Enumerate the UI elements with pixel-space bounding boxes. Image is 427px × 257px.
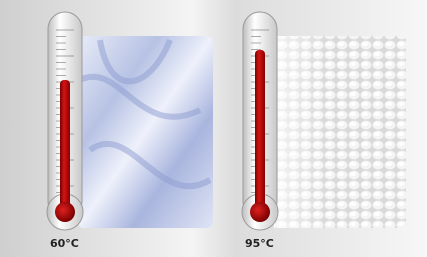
bulb (55, 202, 75, 222)
thermometer (242, 12, 278, 230)
knit-fade (274, 36, 406, 228)
temperature-label: 60°C (50, 237, 79, 250)
silk-fabric (78, 36, 213, 228)
thermometer (47, 12, 83, 230)
column (255, 50, 265, 210)
scene: 60°C 95°C (0, 0, 427, 257)
temperature-label: 95°C (245, 237, 274, 250)
column (60, 80, 70, 210)
bulb (250, 202, 270, 222)
